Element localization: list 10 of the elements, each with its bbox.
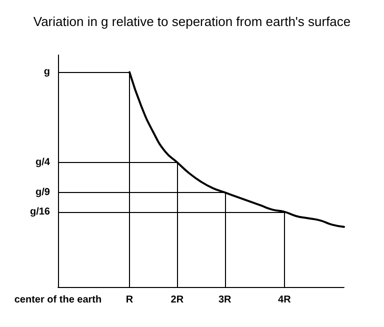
x-tick-label: center of the earth bbox=[14, 294, 102, 306]
chart-title: Variation in g relative to seperation from earth's surface bbox=[33, 14, 351, 29]
ref-line-label: g/16 bbox=[30, 206, 50, 218]
ref-line-label: g/9 bbox=[36, 186, 50, 198]
x-tick-label: 4R bbox=[278, 294, 292, 306]
ref-line-label: g/4 bbox=[36, 156, 50, 168]
x-tick-label: 2R bbox=[170, 294, 184, 306]
x-tick-label: R bbox=[126, 294, 134, 306]
x-tick-label: 3R bbox=[218, 294, 232, 306]
ref-line-label: g bbox=[44, 66, 50, 78]
